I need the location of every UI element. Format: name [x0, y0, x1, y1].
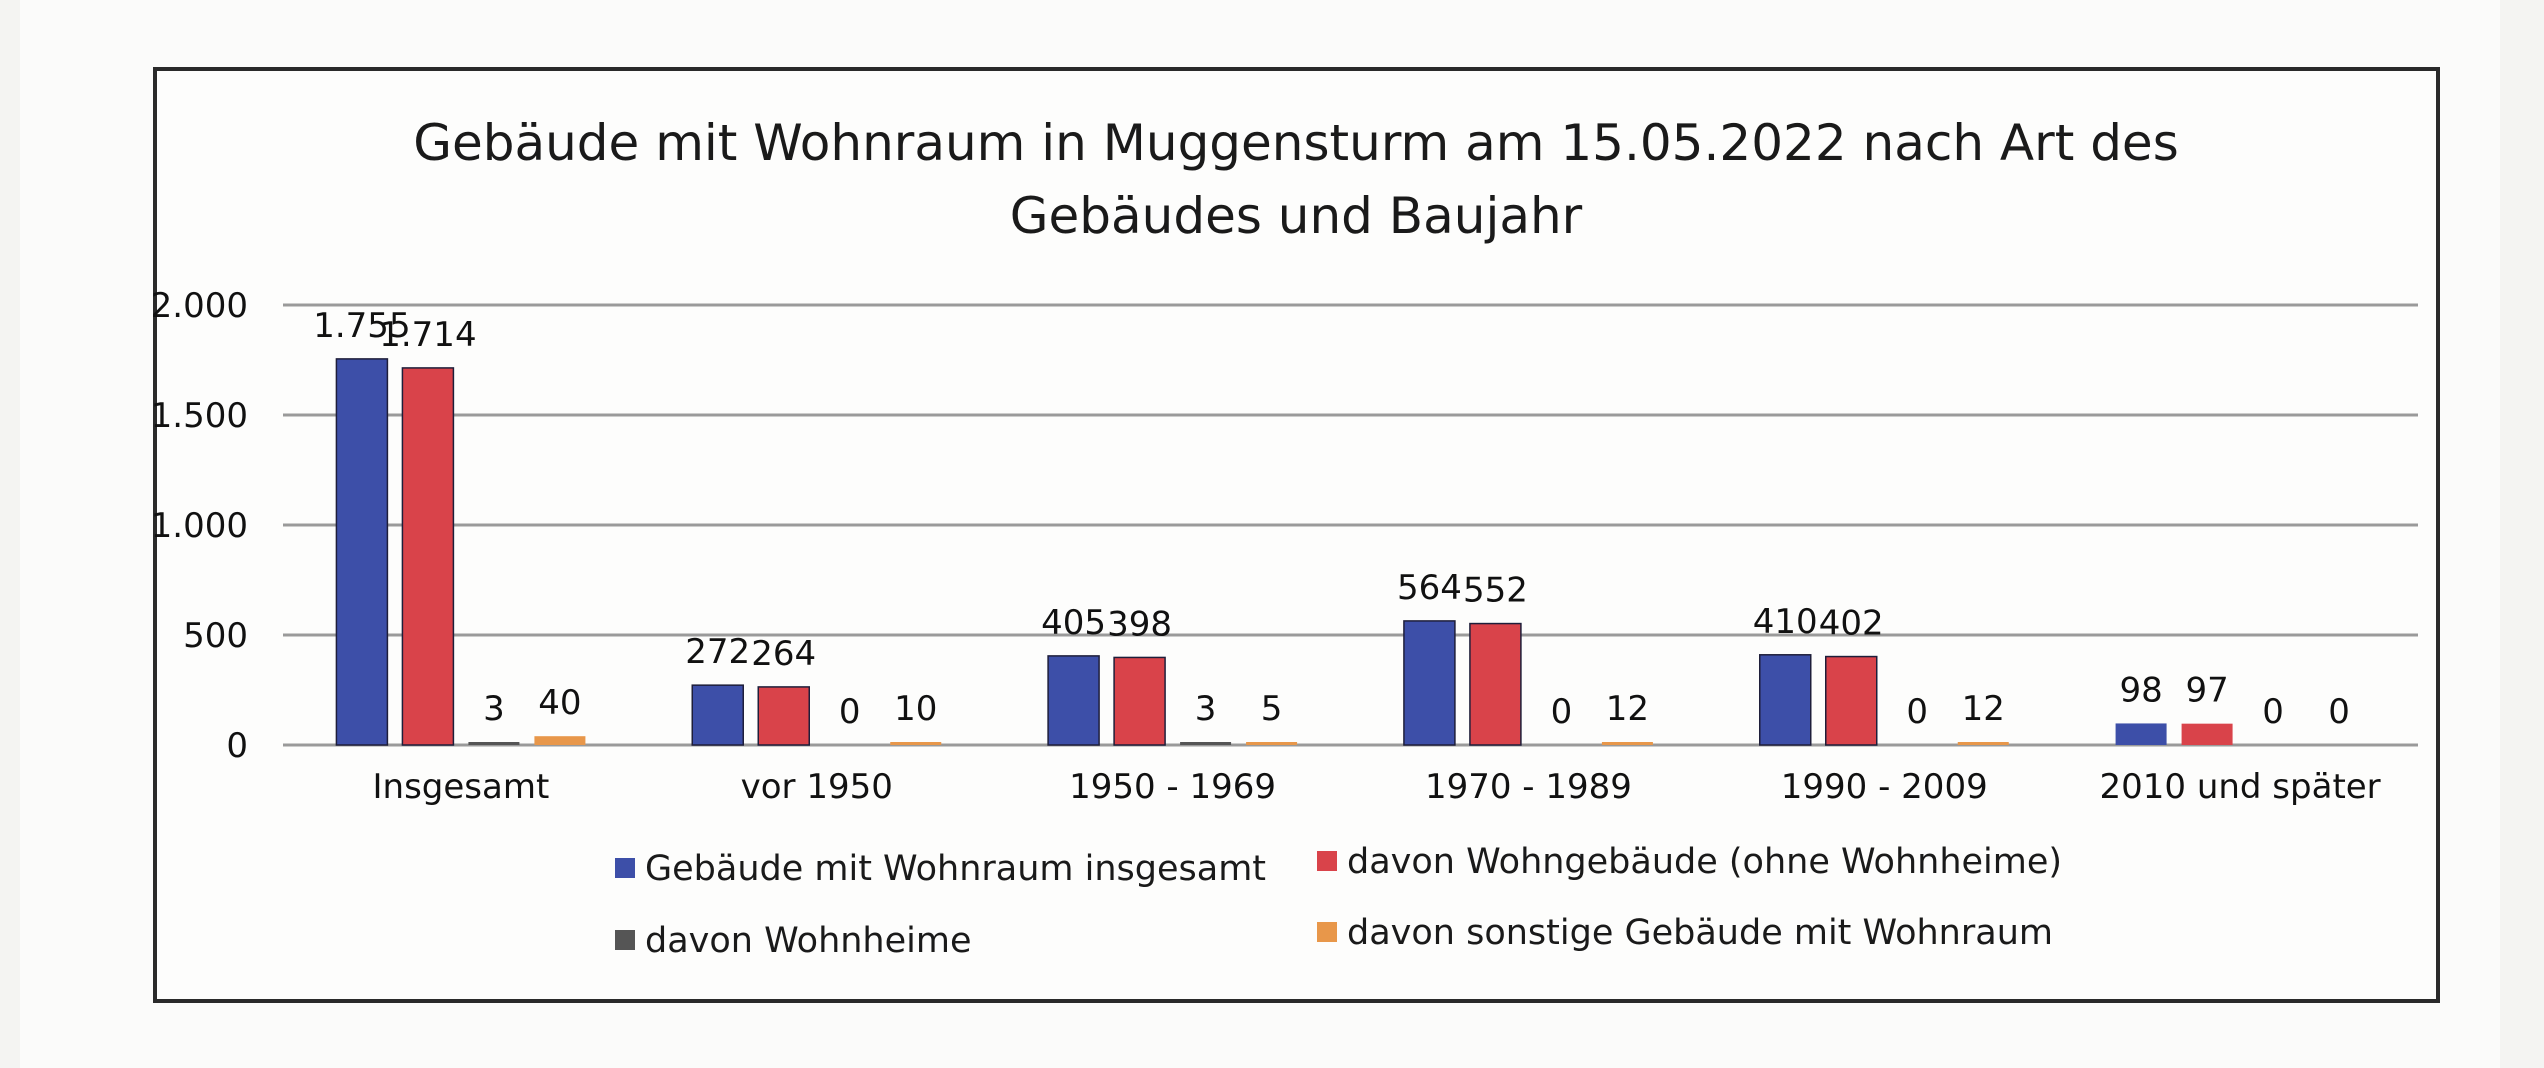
data-label: 0: [2262, 692, 2284, 732]
legend-label: davon Wohnheime: [645, 921, 972, 961]
data-label: 272: [685, 632, 750, 672]
data-label: 10: [894, 689, 937, 729]
x-tick-label: Insgesamt: [373, 767, 550, 807]
data-label: 3: [1195, 689, 1217, 729]
data-label: 552: [1463, 571, 1528, 611]
y-tick-label: 1.000: [151, 506, 248, 546]
legend-swatch: [615, 858, 635, 878]
data-label: 1.755: [313, 306, 410, 346]
bar: [890, 742, 942, 745]
legend-label: davon sonstige Gebäude mit Wohnraum: [1347, 913, 2053, 953]
data-label: 264: [751, 634, 816, 674]
bar: [2181, 723, 2233, 745]
bar: [691, 684, 744, 746]
bar: [468, 742, 520, 745]
data-label: 0: [1906, 692, 1928, 732]
legend-swatch: [615, 930, 635, 950]
legend-swatch: [1317, 851, 1337, 871]
y-tick-label: 0: [226, 726, 248, 766]
data-label: 410: [1753, 602, 1818, 642]
x-tick-label: 2010 und später: [2099, 767, 2380, 807]
bar: [335, 358, 389, 746]
legend-label: davon Wohngebäude (ohne Wohnheime): [1347, 842, 2062, 882]
x-tick-label: 1990 - 2009: [1781, 767, 1988, 807]
data-label: 1.714: [379, 315, 476, 355]
y-tick-label: 1.500: [151, 396, 248, 436]
bar: [1403, 620, 1456, 746]
data-label: 5: [1261, 689, 1283, 729]
data-label: 564: [1397, 568, 1462, 608]
bar: [1759, 654, 1812, 746]
scanned-page: [20, 0, 2500, 1068]
data-label: 97: [2185, 671, 2228, 711]
bar: [1047, 655, 1100, 746]
data-label: 0: [1551, 692, 1573, 732]
bar: [1957, 742, 2009, 745]
bar: [1246, 742, 1298, 745]
y-tick-label: 2.000: [151, 286, 248, 326]
data-label: 98: [2119, 670, 2162, 710]
data-label: 40: [538, 683, 581, 723]
data-label: 3: [483, 689, 505, 729]
bar: [1825, 655, 1878, 746]
legend-label: Gebäude mit Wohnraum insgesamt: [645, 849, 1266, 889]
bar: [757, 686, 810, 746]
data-label: 398: [1107, 604, 1172, 644]
bar: [2115, 723, 2167, 745]
data-label: 402: [1819, 604, 1884, 644]
chart-title-line-2: Gebäudes und Baujahr: [1010, 187, 1583, 245]
data-label: 0: [2328, 692, 2350, 732]
bar: [1180, 742, 1232, 745]
chart-title-line-1: Gebäude mit Wohnraum in Muggensturm am 1…: [413, 114, 2179, 172]
x-tick-label: vor 1950: [741, 767, 893, 807]
bar: [534, 736, 586, 745]
data-label: 12: [1962, 689, 2005, 729]
bar: [1601, 742, 1653, 745]
data-label: 12: [1606, 689, 1649, 729]
data-label: 405: [1041, 603, 1106, 643]
chart-frame: [153, 67, 2440, 1003]
x-tick-label: 1970 - 1989: [1425, 767, 1632, 807]
x-tick-label: 1950 - 1969: [1069, 767, 1276, 807]
data-label: 0: [839, 692, 861, 732]
bar: [401, 367, 455, 746]
legend-swatch: [1317, 922, 1337, 942]
y-tick-label: 500: [183, 616, 248, 656]
bar: [1469, 622, 1522, 746]
bar: [1113, 656, 1166, 746]
